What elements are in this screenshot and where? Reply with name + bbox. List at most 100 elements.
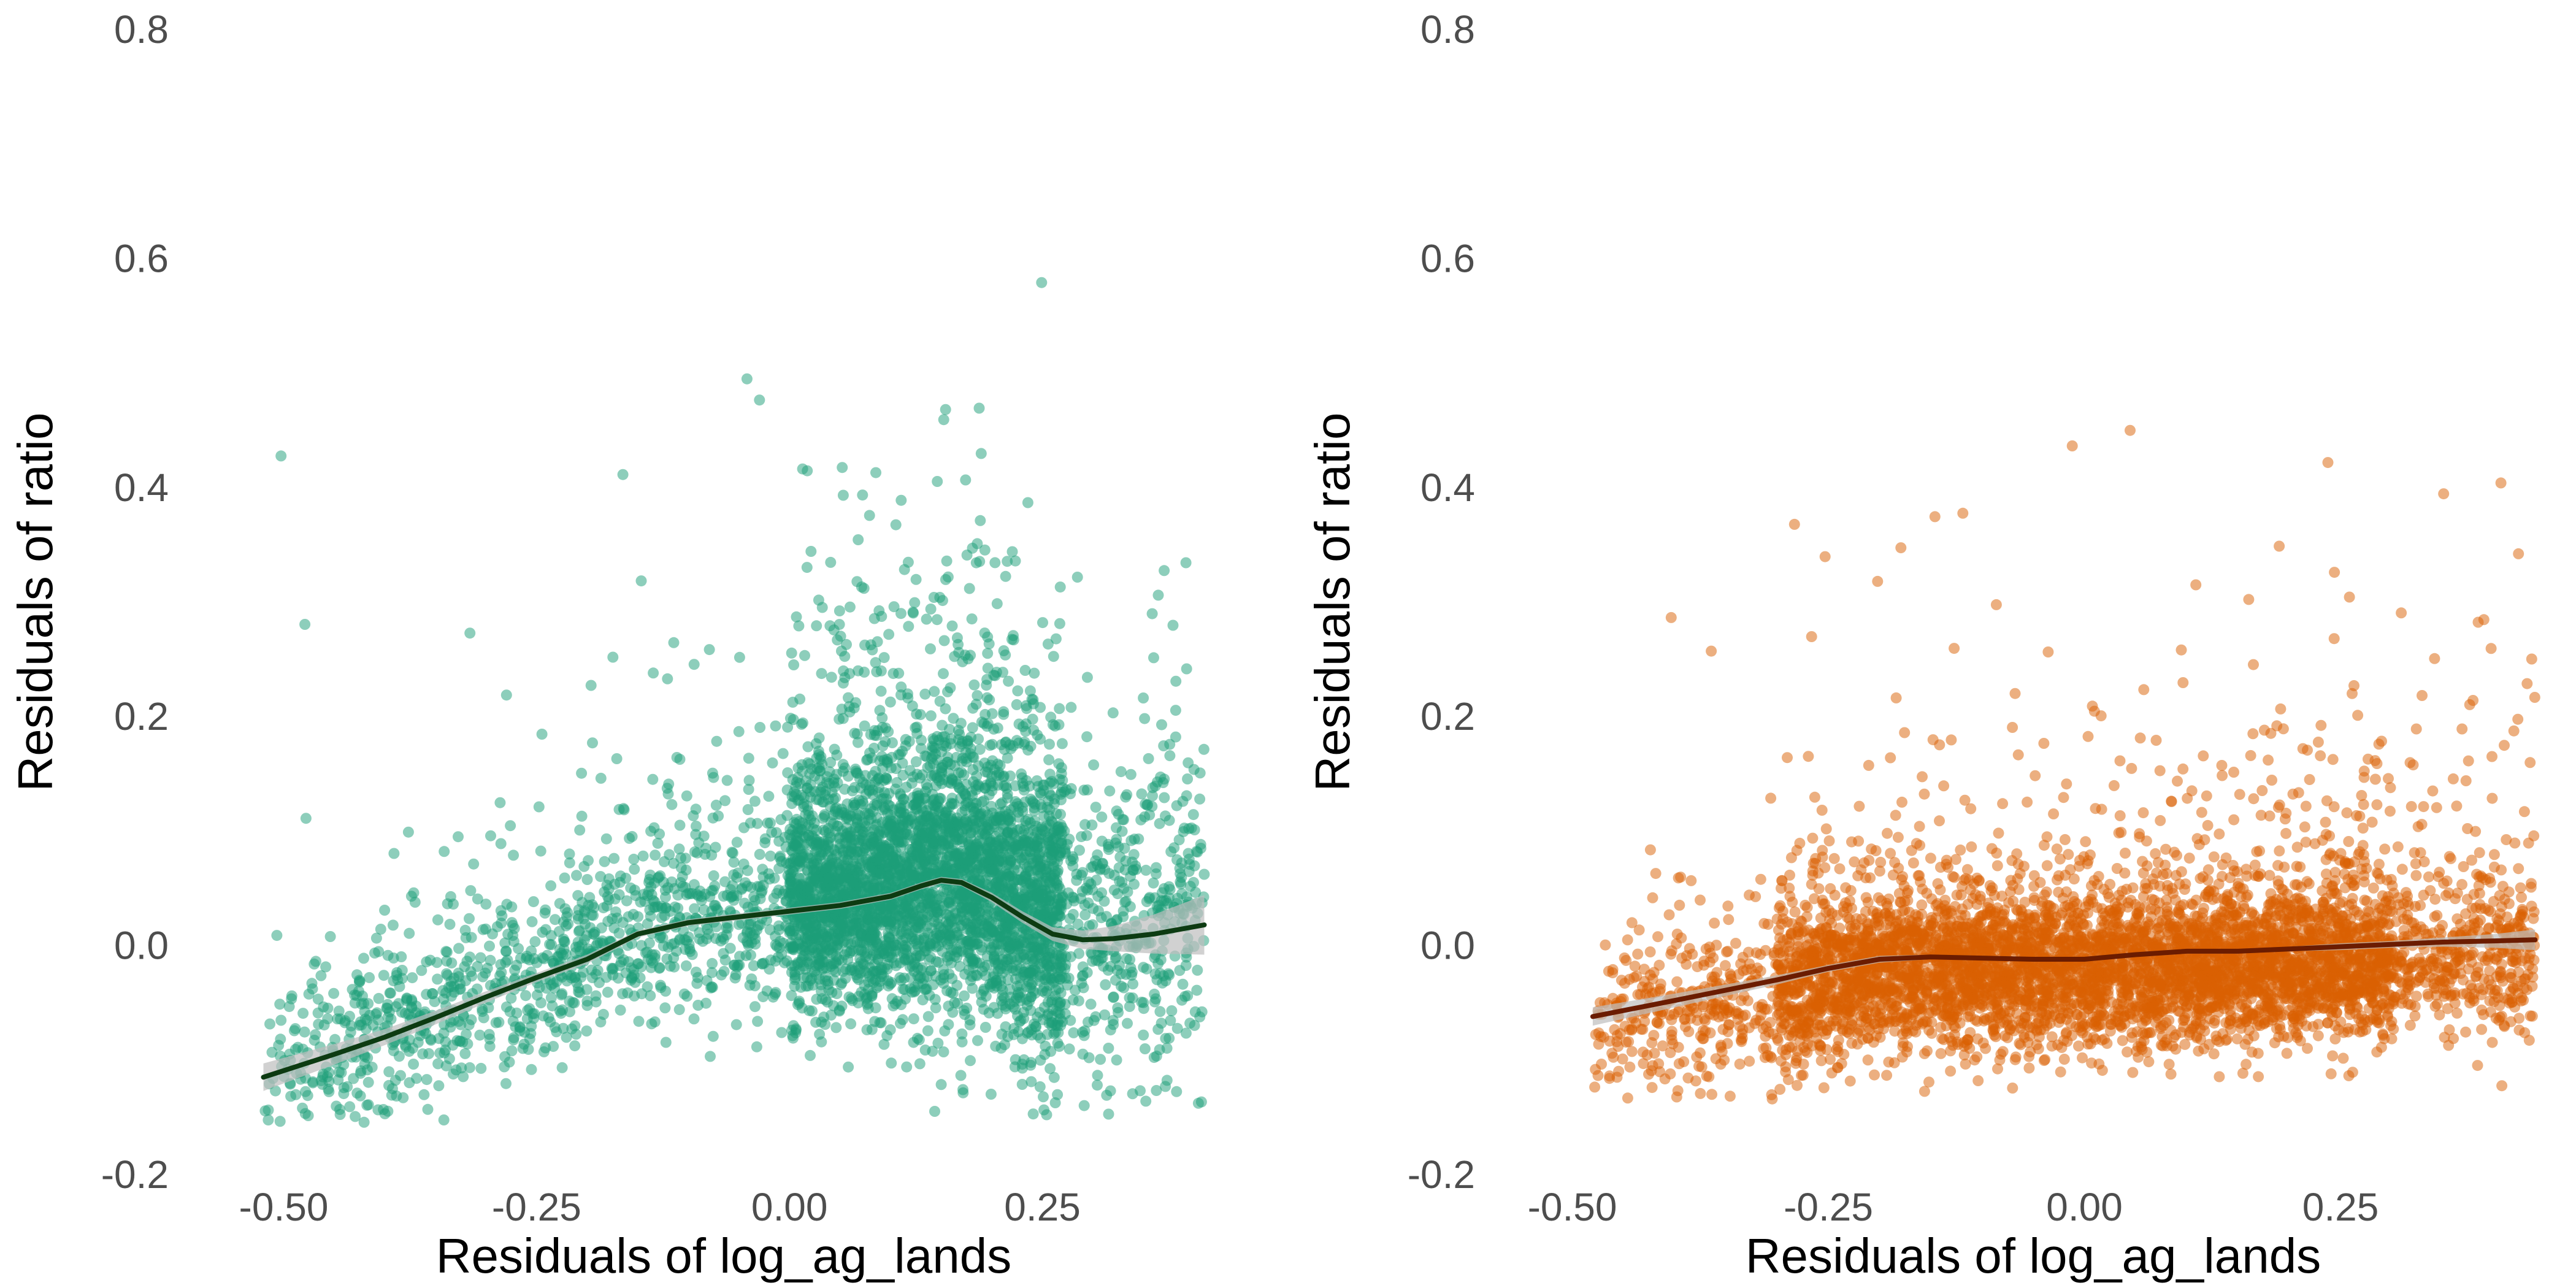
data-point: [660, 986, 672, 997]
data-point: [874, 705, 886, 716]
data-point: [1014, 1016, 1025, 1027]
data-point: [964, 583, 975, 594]
data-point: [731, 961, 743, 973]
data-point: [857, 489, 868, 501]
data-point: [733, 726, 745, 737]
data-point: [878, 948, 890, 960]
data-point: [843, 814, 855, 826]
data-point: [587, 737, 598, 749]
data-point: [299, 1026, 310, 1038]
data-point: [741, 373, 753, 385]
data-point: [1119, 864, 1131, 876]
data-point: [1038, 1091, 1049, 1103]
data-point: [573, 941, 585, 953]
data-point: [526, 945, 537, 957]
data-point: [677, 871, 688, 883]
data-point: [784, 713, 796, 724]
data-point: [1139, 713, 1151, 724]
data-point: [1113, 841, 1124, 853]
data-point: [843, 1061, 854, 1073]
data-point: [1104, 785, 1116, 797]
data-point: [1146, 608, 1158, 619]
data-point: [967, 764, 979, 775]
data-point: [840, 907, 851, 919]
data-point: [446, 957, 458, 969]
data-point: [1052, 949, 1064, 961]
data-point: [745, 949, 756, 961]
data-point: [844, 601, 856, 613]
data-point: [1078, 1030, 1090, 1041]
data-point: [1078, 1100, 1090, 1111]
data-point: [1010, 936, 1021, 948]
data-point: [1054, 703, 1065, 715]
data-point: [1139, 1043, 1151, 1054]
data-point: [554, 898, 565, 910]
data-point: [432, 1058, 444, 1070]
data-point: [962, 735, 973, 746]
data-point: [659, 1002, 671, 1014]
data-point: [459, 924, 471, 936]
data-point: [754, 394, 765, 406]
data-point: [1111, 805, 1122, 817]
data-point: [1003, 675, 1014, 687]
data-point: [710, 933, 721, 945]
data-point: [615, 1004, 626, 1016]
data-point: [967, 542, 978, 554]
data-point: [560, 948, 572, 960]
data-point: [1065, 951, 1076, 962]
data-point: [601, 880, 613, 891]
data-point: [535, 997, 546, 1008]
data-point: [1148, 652, 1159, 664]
data-point: [911, 708, 922, 720]
data-point: [480, 899, 492, 910]
data-point: [953, 638, 964, 650]
data-point: [1194, 767, 1206, 779]
data-point: [1052, 822, 1064, 834]
data-point: [508, 1034, 519, 1046]
data-point: [930, 742, 941, 754]
data-point: [632, 958, 643, 970]
data-point: [994, 945, 1005, 956]
data-point: [888, 601, 900, 613]
data-point: [770, 720, 781, 732]
data-point: [941, 555, 953, 567]
data-point: [1140, 864, 1152, 876]
data-point: [1088, 1014, 1100, 1026]
data-point: [612, 972, 624, 984]
data-point: [788, 1020, 799, 1032]
data-point: [929, 854, 940, 865]
data-point: [873, 980, 884, 992]
data-point: [650, 849, 661, 861]
data-point: [788, 1032, 799, 1044]
data-point: [432, 973, 443, 985]
data-point: [1081, 967, 1093, 978]
data-point: [558, 933, 569, 945]
data-point: [900, 740, 911, 751]
data-point: [1154, 818, 1165, 829]
data-point: [1195, 838, 1206, 850]
data-point: [286, 993, 297, 1005]
data-point: [678, 988, 690, 1000]
data-point: [1160, 1033, 1171, 1045]
data-point: [792, 999, 803, 1010]
data-point: [259, 1105, 271, 1117]
data-point: [661, 783, 673, 794]
data-point: [599, 856, 610, 867]
data-point: [645, 990, 656, 1002]
data-point: [300, 1086, 312, 1097]
data-point: [1103, 1043, 1114, 1054]
data-point: [1020, 868, 1032, 880]
data-point: [358, 1116, 370, 1128]
data-point: [1136, 788, 1148, 800]
data-point: [921, 920, 933, 932]
data-point: [805, 546, 817, 557]
data-point: [922, 1011, 934, 1022]
data-point: [828, 818, 839, 829]
data-point: [937, 719, 948, 731]
data-point: [864, 510, 875, 521]
data-point: [711, 735, 723, 747]
data-point: [822, 975, 834, 987]
data-point: [310, 1029, 321, 1040]
data-point: [934, 696, 946, 707]
